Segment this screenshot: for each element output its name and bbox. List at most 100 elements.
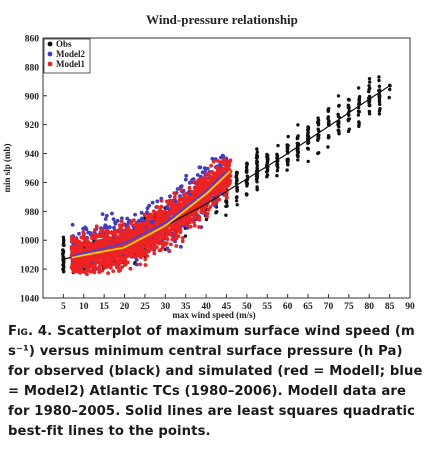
- data-point: [197, 190, 202, 195]
- data-point: [87, 265, 92, 269]
- data-point: [213, 188, 218, 193]
- data-point: [199, 209, 204, 214]
- data-point: [223, 193, 228, 198]
- data-point: [177, 227, 182, 231]
- data-point: [94, 254, 99, 259]
- data-point: [151, 209, 156, 214]
- data-point: [218, 187, 222, 192]
- data-point: [224, 199, 229, 204]
- data-point: [164, 236, 169, 241]
- data-point: [203, 175, 207, 180]
- data-point: [169, 207, 174, 211]
- data-point: [357, 99, 361, 103]
- data-point: [145, 240, 149, 245]
- y-tick-label: 1020: [20, 266, 39, 276]
- data-point: [152, 251, 157, 256]
- data-point: [157, 241, 161, 246]
- y-tick-label: 860: [25, 35, 40, 45]
- y-tick-label: 920: [25, 121, 40, 131]
- data-point: [70, 262, 75, 266]
- data-point: [377, 75, 381, 79]
- data-point: [174, 235, 179, 240]
- data-point: [106, 271, 110, 275]
- data-point: [140, 253, 145, 258]
- data-point: [134, 262, 139, 267]
- x-tick-label: 10: [79, 302, 89, 312]
- data-point: [205, 166, 210, 171]
- data-point: [180, 236, 185, 240]
- data-point: [78, 268, 83, 272]
- data-point: [163, 209, 168, 214]
- x-axis-label: max wind speed (m/s): [172, 310, 255, 320]
- data-point: [155, 205, 160, 209]
- data-point: [367, 103, 371, 108]
- data-point: [356, 86, 361, 90]
- data-point: [179, 188, 184, 193]
- x-tick-label: 60: [283, 302, 293, 312]
- data-point: [111, 269, 116, 273]
- data-point: [205, 183, 210, 188]
- x-axis-ticks: 5 10 15 20 25 30 35 40 45 50 55 60 65 70 75 80 85 90: [61, 294, 415, 312]
- data-point: [357, 110, 361, 114]
- data-point: [85, 242, 90, 247]
- fit-lines: [63, 85, 390, 260]
- data-point: [187, 198, 192, 203]
- data-point: [207, 193, 212, 198]
- x-tick-label: 15: [99, 302, 109, 312]
- data-point: [142, 216, 147, 220]
- data-point: [115, 260, 120, 264]
- data-point: [326, 116, 330, 121]
- data-point: [165, 205, 170, 210]
- data-point: [205, 211, 210, 216]
- legend-marker: [47, 41, 53, 47]
- data-point: [255, 154, 260, 159]
- data-point: [191, 217, 196, 221]
- figure-label: Fig. 4.: [8, 324, 53, 339]
- data-point: [128, 253, 133, 258]
- data-point: [244, 180, 248, 184]
- data-point: [110, 211, 114, 216]
- data-point: [137, 218, 142, 223]
- data-point: [194, 212, 199, 216]
- data-point: [148, 241, 153, 245]
- x-tick-label: 50: [242, 302, 252, 312]
- data-point: [184, 201, 189, 206]
- data-point: [234, 199, 239, 203]
- data-point: [168, 223, 173, 228]
- data-point: [119, 219, 124, 224]
- data-point: [200, 170, 205, 175]
- data-point: [143, 257, 148, 262]
- data-point: [84, 237, 89, 242]
- data-point: [296, 134, 300, 138]
- data-point: [202, 186, 207, 191]
- data-point: [70, 222, 75, 227]
- x-tick-label: 80: [364, 302, 374, 312]
- data-point: [82, 260, 86, 264]
- data-point: [159, 198, 164, 203]
- data-point: [118, 229, 122, 234]
- data-point: [296, 158, 300, 162]
- data-point: [74, 264, 79, 269]
- data-point: [357, 95, 362, 99]
- data-point: [146, 215, 150, 219]
- data-point: [184, 191, 189, 196]
- data-point: [118, 238, 123, 243]
- data-point: [215, 167, 220, 172]
- x-tick-label: 45: [222, 302, 232, 312]
- x-tick-label: 75: [344, 302, 354, 312]
- data-point: [223, 183, 228, 187]
- data-point: [179, 244, 183, 249]
- data-point: [216, 192, 221, 197]
- data-point: [211, 202, 215, 207]
- data-point: [220, 161, 225, 165]
- y-tick-label: 900: [25, 92, 40, 102]
- data-point: [266, 159, 270, 163]
- data-point: [316, 133, 320, 138]
- y-tick-label: 960: [25, 179, 40, 189]
- data-point: [160, 214, 165, 219]
- data-point: [367, 87, 371, 92]
- data-point: [143, 263, 148, 267]
- data-point: [178, 230, 183, 235]
- data-point: [377, 109, 382, 113]
